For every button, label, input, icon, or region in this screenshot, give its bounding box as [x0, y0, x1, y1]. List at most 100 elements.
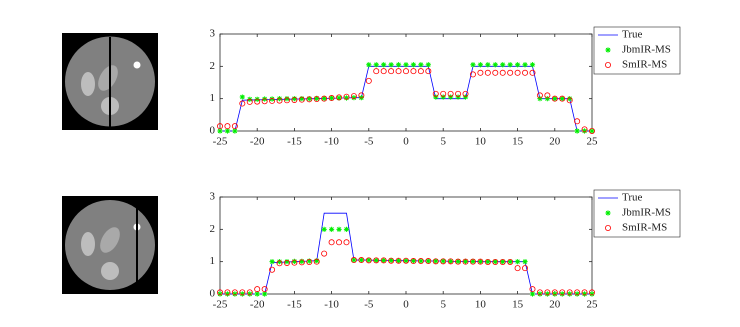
asterisk-marker [589, 128, 595, 134]
legend-marker [605, 47, 611, 53]
circle-marker [559, 95, 566, 102]
asterisk-marker [500, 259, 506, 265]
y-tick-label: 1 [210, 255, 216, 267]
x-tick-label: 5 [440, 299, 446, 311]
circle-marker [447, 90, 454, 97]
circle-marker [306, 96, 313, 103]
circle-marker [507, 258, 514, 265]
asterisk-marker [425, 62, 431, 68]
asterisk-marker [477, 62, 483, 68]
asterisk-marker [433, 94, 439, 100]
circle-marker [291, 259, 298, 266]
x-tick-label: 15 [512, 299, 524, 311]
circle-marker [313, 258, 320, 265]
circle-marker [313, 95, 320, 102]
circle-marker [417, 258, 424, 265]
circle-marker [365, 77, 372, 84]
x-tick-label: 5 [440, 136, 446, 148]
asterisk-marker [433, 258, 439, 264]
asterisk-marker [269, 96, 275, 102]
asterisk-marker [559, 96, 565, 102]
circle-marker [566, 289, 573, 296]
asterisk-marker [351, 257, 357, 263]
circle-marker [231, 289, 238, 296]
circle-marker [336, 239, 343, 246]
y-tick-label: 3 [210, 28, 216, 40]
asterisk-marker [329, 95, 335, 101]
asterisk-marker [462, 94, 469, 100]
y-tick-label: 3 [210, 191, 216, 203]
x-tick-label: 20 [549, 136, 561, 148]
x-tick-label: -10 [324, 299, 339, 311]
circle-marker [581, 289, 588, 296]
legend-label: True [622, 192, 642, 204]
asterisk-marker [440, 258, 446, 264]
circle-marker [321, 95, 328, 102]
asterisk-marker [581, 291, 588, 297]
asterisk-marker [470, 258, 476, 264]
x-tick-label: -15 [287, 136, 302, 148]
line-chart: -25 -20 -15 -10 -5 0 5 10 15 20 25 0 1 2 3 True JbmIR-MS… [210, 189, 681, 311]
circle-marker [395, 257, 402, 264]
asterisk-marker [247, 291, 253, 297]
circle-marker [499, 258, 506, 265]
asterisk-marker [358, 257, 364, 263]
asterisk-marker [224, 128, 231, 134]
asterisk-marker [537, 291, 543, 297]
asterisk-marker [276, 96, 283, 102]
asterisk-marker [395, 62, 402, 68]
circle-marker [380, 68, 387, 75]
x-tick-label: -25 [213, 136, 228, 148]
circle-marker [574, 118, 581, 125]
asterisk-marker [239, 94, 245, 100]
circle-marker [440, 258, 447, 265]
circle-marker [469, 71, 476, 78]
circle-marker [380, 257, 387, 264]
circle-marker [283, 259, 290, 266]
asterisk-marker [418, 258, 424, 264]
circle-marker [343, 239, 350, 246]
asterisk-marker [239, 291, 245, 297]
phantom-image [62, 196, 158, 294]
asterisk-marker [329, 226, 335, 232]
x-tick-label: 15 [512, 136, 524, 148]
circle-marker [261, 286, 268, 293]
circle-marker [336, 94, 343, 101]
asterisk-marker [485, 259, 491, 265]
circle-marker [477, 258, 484, 265]
asterisk-marker [299, 96, 305, 102]
circle-marker [254, 286, 261, 293]
asterisk-marker [544, 291, 550, 297]
circle-marker [581, 126, 588, 133]
asterisk-marker [552, 291, 558, 297]
asterisk-marker [440, 94, 446, 100]
x-tick-label: 25 [587, 136, 599, 148]
circle-marker [402, 68, 409, 75]
circle-marker [529, 286, 536, 293]
circle-marker [298, 259, 305, 266]
asterisk-marker [351, 95, 357, 101]
circle-marker [246, 98, 253, 105]
asterisk-marker [284, 259, 290, 265]
x-tick-label: 0 [403, 136, 409, 148]
circle-marker [291, 96, 298, 103]
circle-marker [224, 123, 231, 130]
circle-marker [350, 93, 357, 100]
asterisk-marker [589, 291, 595, 297]
asterisk-marker [529, 291, 536, 297]
asterisk-marker [515, 62, 521, 68]
asterisk-marker [462, 258, 469, 264]
asterisk-marker [299, 258, 305, 264]
circle-marker [239, 100, 246, 107]
circle-marker [432, 90, 439, 97]
circle-marker [298, 96, 305, 103]
asterisk-marker [388, 257, 394, 263]
asterisk-marker [567, 291, 573, 297]
y-tick-label: 2 [210, 223, 216, 235]
asterisk-marker [395, 258, 402, 264]
circle-marker [455, 258, 462, 265]
asterisk-marker [254, 291, 260, 297]
asterisk-marker [418, 62, 424, 68]
asterisk-marker [306, 258, 312, 264]
